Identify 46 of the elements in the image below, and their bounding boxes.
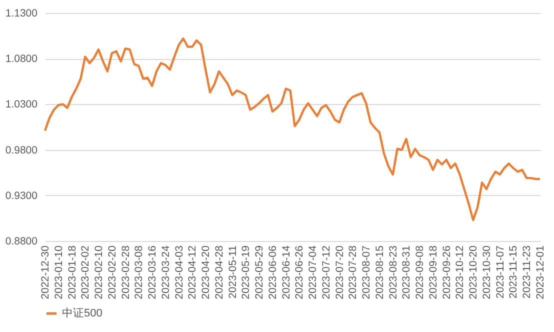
x-tick-label: 2023-11-07 <box>494 245 506 298</box>
x-tick-label: 2023-06-06 <box>266 245 279 300</box>
y-tick-label: 1.0300 <box>5 98 38 111</box>
x-tick-label: 2023-03-16 <box>146 245 159 300</box>
x-tick-label: 2023-01-18 <box>66 245 78 300</box>
legend-label: 中证500 <box>62 306 102 320</box>
x-tick-label: 2023-05-11 <box>226 245 239 298</box>
y-tick-label: 1.1300 <box>5 8 38 20</box>
x-tick-label: 2023-10-12 <box>454 245 466 300</box>
y-tick-label: 1.0800 <box>5 53 38 66</box>
x-tick-label: 2023-02-28 <box>120 245 132 300</box>
x-tick-label: 2023-06-26 <box>294 245 306 300</box>
x-tick-label: 2023-10-20 <box>468 245 480 300</box>
y-tick-label: 0.8800 <box>5 236 38 248</box>
x-tick-label: 2023-11-15 <box>508 245 520 298</box>
x-tick-label: 2023-11-23 <box>521 245 534 298</box>
x-tick-label: 2023-03-24 <box>160 245 172 300</box>
x-tick-label: 2023-03-08 <box>133 245 146 300</box>
x-tick-label: 2023-12-01 <box>534 245 546 300</box>
x-tick-label: 2022-12-30 <box>40 245 52 300</box>
x-tick-label: 2023-04-20 <box>200 245 212 300</box>
x-tick-label: 2023-04-03 <box>173 245 186 300</box>
x-tick-label: 2023-09-26 <box>440 245 453 300</box>
x-tick-label: 2023-01-10 <box>52 245 65 300</box>
y-tick-label: 0.9300 <box>5 190 38 202</box>
x-tick-label: 2023-04-12 <box>186 245 199 300</box>
x-tick-label: 2023-09-18 <box>427 245 440 300</box>
x-tick-label: 2023-02-10 <box>93 245 106 300</box>
line-series <box>44 37 542 222</box>
x-tick-label: 2023-07-12 <box>320 245 332 300</box>
x-tick-label: 2023-07-20 <box>334 245 346 300</box>
x-tick-label: 2023-08-15 <box>374 245 386 300</box>
y-tick-label: 0.9800 <box>5 144 38 156</box>
x-tick-label: 2023-05-19 <box>240 245 252 300</box>
x-tick-label: 2023-07-28 <box>347 245 360 300</box>
x-tick-label: 2023-08-31 <box>400 245 413 300</box>
x-tick-label: 2023-04-28 <box>213 245 226 300</box>
x-tick-label: 2023-09-08 <box>414 245 426 300</box>
x-tick-label: 2023-06-14 <box>280 245 292 300</box>
x-tick-label: 2023-08-07 <box>360 245 373 300</box>
x-tick-label: 2023-05-29 <box>254 245 266 300</box>
x-tick-label: 2023-02-20 <box>106 245 118 300</box>
x-tick-label: 2023-02-02 <box>80 245 92 300</box>
x-tick-label: 2023-08-23 <box>387 245 400 300</box>
x-tick-label: 2023-10-30 <box>480 245 493 300</box>
x-tick-label: 2023-07-04 <box>307 245 320 300</box>
